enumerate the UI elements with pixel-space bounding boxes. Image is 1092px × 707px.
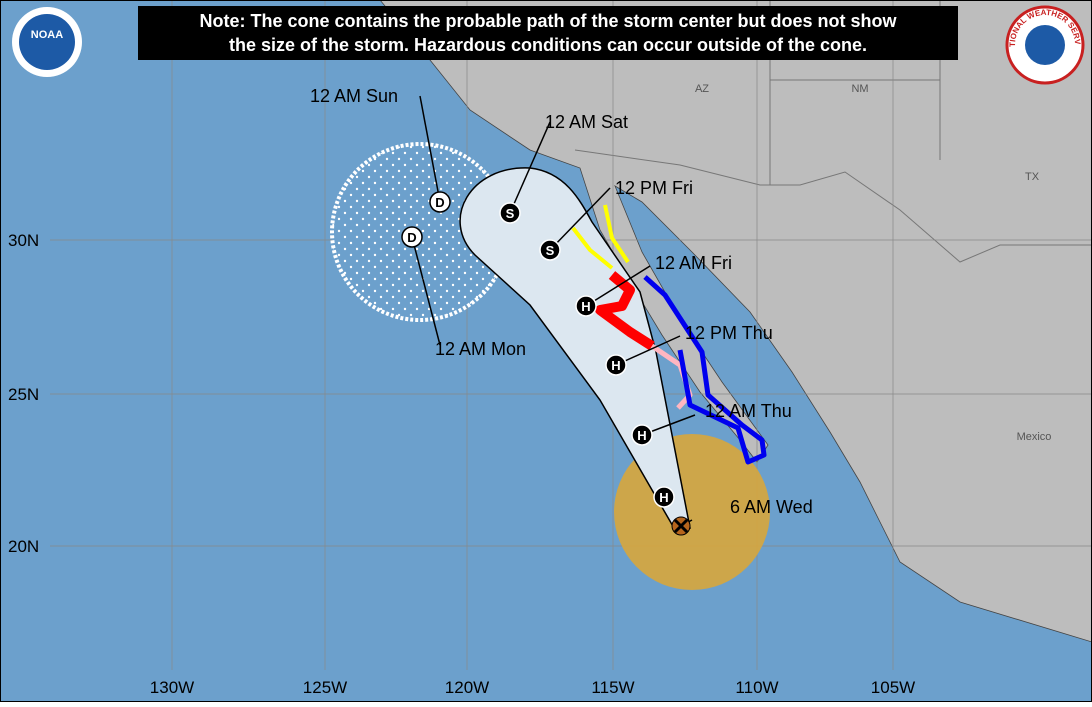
region-label: NM [851, 83, 868, 95]
track-symbol: H [581, 299, 590, 314]
note-line: the size of the storm. Hazardous conditi… [229, 35, 867, 55]
track-symbol: H [659, 490, 668, 505]
track: H H H H S S D D [401, 95, 696, 536]
longitude-label: 115W [591, 678, 634, 697]
time-label: 12 PM Fri [615, 178, 693, 198]
warnings [571, 204, 767, 465]
track-symbol: H [637, 428, 646, 443]
track-symbol: D [435, 195, 444, 210]
region-label: Mexico [1017, 431, 1052, 443]
time-label: 12 AM Mon [435, 339, 526, 359]
time-label: 12 AM Fri [655, 253, 732, 273]
noaa-text: NOAA [31, 29, 63, 41]
leader-line [585, 265, 651, 307]
track-point [653, 486, 675, 508]
latitude-label: 20N [8, 537, 39, 556]
leader-line [549, 187, 611, 251]
track-point [539, 239, 561, 261]
longitude-label: 110W [735, 678, 778, 697]
labels: 130W 125W 120W 115W 110W 105W 30N 25N 20N AZ NM TX M… [8, 83, 1051, 697]
track-point [499, 202, 521, 224]
region-label: AZ [695, 83, 709, 95]
land [379, 0, 1092, 643]
graticule [50, 0, 1092, 670]
track-point [631, 424, 653, 446]
latitude-label: 25N [8, 385, 39, 404]
time-label: 12 AM Sun [310, 86, 398, 106]
time-label: 12 AM Thu [705, 401, 792, 421]
longitude-label: 120W [445, 678, 489, 697]
leader-line [615, 335, 681, 366]
leader-line [509, 121, 551, 214]
track-point [605, 354, 627, 376]
longitude-label: 105W [871, 678, 915, 697]
track-point [575, 295, 597, 317]
track-symbol: S [506, 206, 515, 221]
longitude-label: 130W [150, 678, 194, 697]
leader-line [411, 236, 441, 346]
current-x [673, 518, 689, 534]
track-point [429, 191, 451, 213]
note-box [138, 6, 958, 60]
leader-line [419, 95, 441, 203]
latitude-label: 30N [8, 231, 39, 250]
track-point [401, 226, 423, 248]
track-symbol: H [611, 358, 620, 373]
noaa-logo-inner [19, 14, 75, 70]
track-symbol: S [546, 243, 555, 258]
time-label: 12 PM Thu [685, 323, 773, 343]
time-label: 12 AM Sat [545, 112, 628, 132]
track-symbol: D [407, 230, 416, 245]
region-label: TX [1025, 171, 1040, 183]
time-label: 6 AM Wed [730, 497, 813, 517]
longitude-label: 125W [303, 678, 347, 697]
note-line: Note: The cone contains the probable pat… [199, 11, 897, 31]
nws-logo-inner [1025, 25, 1065, 65]
